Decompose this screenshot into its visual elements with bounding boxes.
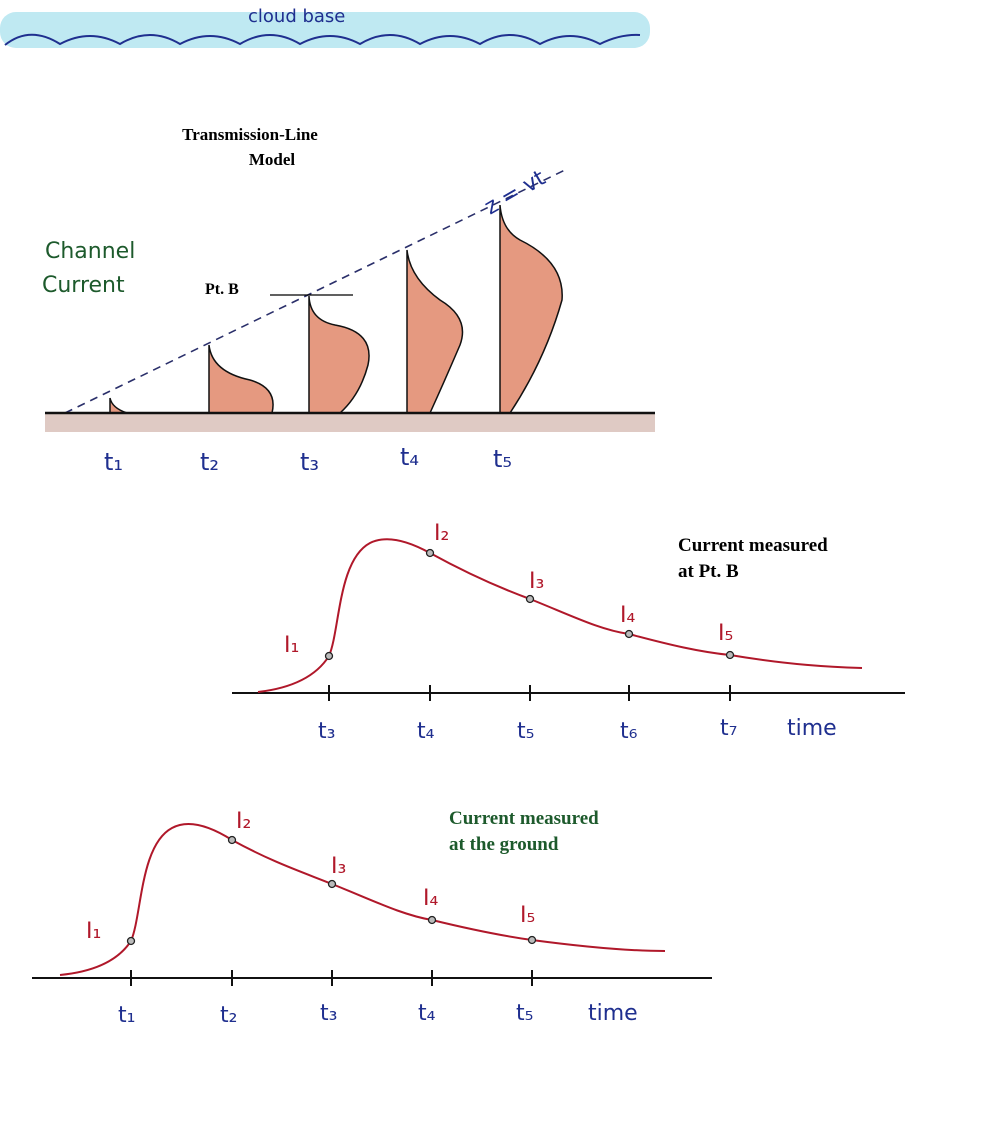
- label-i3: I₃: [331, 854, 346, 879]
- graph-pt-b-current-curve: [257, 538, 863, 693]
- label-i2: I₂: [434, 521, 449, 546]
- channel-profile-t2: [208, 344, 274, 414]
- tick-label-t2: t₂: [220, 1003, 237, 1028]
- channel-profile-t5: [499, 204, 563, 414]
- channel-profile-t3: [308, 295, 370, 414]
- label-i4: I₄: [620, 603, 635, 628]
- tick-label-t3: t₃: [318, 719, 335, 744]
- point-i1: [126, 936, 136, 946]
- caption-line1: Current measured: [449, 808, 599, 829]
- front-equation-label: z = vt: [481, 166, 551, 221]
- model-time-label-t2: t₂: [200, 448, 219, 476]
- tick-label-t7: t₇: [720, 716, 737, 741]
- label-i3: I₃: [529, 569, 544, 594]
- point-i1: [324, 651, 334, 661]
- cloud-base-label: cloud base: [248, 6, 345, 27]
- tick-label-t1: t₁: [118, 1003, 135, 1028]
- caption-line2: at the ground: [449, 834, 559, 855]
- point-i4: [624, 629, 634, 639]
- tick-label-t4: t₄: [418, 1001, 436, 1026]
- point-i3: [525, 594, 535, 604]
- tick-label-t4: t₄: [417, 719, 435, 744]
- tick-label-t6: t₆: [620, 719, 638, 744]
- channel-profile-t4: [406, 249, 464, 414]
- ground-fill: [45, 414, 655, 432]
- model-time-label-t5: t₅: [493, 445, 512, 473]
- channel-profile-t1: [109, 397, 128, 414]
- caption-line1: Current measured: [678, 535, 828, 556]
- caption-line2: at Pt. B: [678, 561, 739, 582]
- cloud-outline: [4, 33, 641, 46]
- point-i3: [327, 879, 337, 889]
- label-i1: I₁: [284, 633, 299, 658]
- graph-ground-current-curve: [59, 823, 666, 976]
- point-i2: [425, 548, 435, 558]
- return-stroke-front-line: [64, 169, 566, 414]
- label-i5: I₅: [718, 621, 733, 646]
- channel-label-line2: Current: [42, 273, 125, 298]
- tick-label-t5: t₅: [516, 1001, 533, 1026]
- label-i5: I₅: [520, 903, 535, 928]
- point-b-label: Pt. B: [205, 281, 239, 298]
- axis-label-time: time: [787, 716, 837, 741]
- axis-label-time: time: [588, 1001, 638, 1026]
- label-i1: I₁: [86, 919, 101, 944]
- model-time-label-t4: t₄: [400, 443, 419, 471]
- label-i2: I₂: [236, 809, 251, 834]
- model-title-line2: Model: [249, 150, 296, 169]
- tick-label-t3: t₃: [320, 1001, 337, 1026]
- point-i5: [725, 650, 735, 660]
- point-i2: [227, 835, 237, 845]
- model-title-line1: Transmission-Line: [182, 125, 318, 144]
- label-i4: I₄: [423, 886, 438, 911]
- graph-pt-b: I₁ I₂ I₃ I₄ I₅ t₃ t₄ t₅ t₆ t₇ time Curre…: [232, 521, 905, 744]
- model-time-label-t1: t₁: [104, 448, 123, 476]
- point-i5: [527, 935, 537, 945]
- tick-label-t5: t₅: [517, 719, 534, 744]
- channel-label-line1: Channel: [45, 239, 135, 264]
- cloud-base: cloud base: [0, 6, 650, 48]
- point-i4: [427, 915, 437, 925]
- model-time-label-t3: t₃: [300, 448, 319, 476]
- graph-ground: I₁ I₂ I₃ I₄ I₅ t₁ t₂ t₃ t₄ t₅ time Curre…: [32, 808, 712, 1028]
